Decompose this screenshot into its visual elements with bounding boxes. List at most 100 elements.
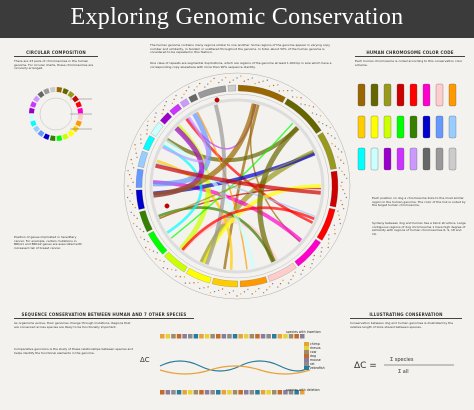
sequence-block bbox=[249, 390, 255, 395]
track-dot bbox=[155, 112, 157, 114]
track-dot bbox=[132, 167, 135, 169]
sequence-block bbox=[283, 390, 288, 395]
track-dot bbox=[224, 76, 227, 79]
track-dot bbox=[140, 142, 142, 144]
sequence-block bbox=[204, 390, 210, 395]
track-dot bbox=[277, 286, 279, 288]
track-dot bbox=[193, 282, 195, 284]
track-dot bbox=[340, 199, 342, 202]
chromosome-segment bbox=[239, 276, 268, 288]
track-dot bbox=[224, 293, 227, 296]
species-swatch bbox=[304, 346, 309, 350]
chromosome-segment bbox=[227, 84, 236, 92]
track-dot bbox=[243, 80, 246, 82]
track-dot bbox=[154, 116, 156, 118]
species-name: cow bbox=[310, 350, 317, 354]
track-dot bbox=[329, 127, 331, 129]
small-ring-segment bbox=[29, 114, 35, 121]
species-name: dog bbox=[310, 354, 316, 358]
species-legend-item: chimp bbox=[304, 342, 325, 346]
cancer-gene-marker bbox=[164, 203, 170, 209]
track-dot bbox=[171, 268, 173, 271]
track-dot bbox=[156, 252, 159, 254]
track-dot bbox=[338, 167, 341, 169]
sequence-block bbox=[182, 334, 187, 339]
track-dot bbox=[188, 86, 190, 88]
track-dot bbox=[343, 174, 346, 176]
track-dot bbox=[179, 276, 181, 278]
synteny-link bbox=[159, 151, 315, 220]
small-ring-diagram bbox=[29, 87, 92, 141]
track-dot bbox=[338, 214, 340, 216]
track-dot bbox=[232, 79, 235, 81]
track-dot bbox=[127, 169, 129, 172]
chromosome-swatch bbox=[435, 83, 444, 107]
track-dot bbox=[340, 159, 342, 161]
chromosome-color-code-heading: HUMAN CHROMOSOME COLOR CODE bbox=[355, 50, 465, 57]
sequence-block bbox=[266, 334, 271, 339]
track-dot bbox=[296, 96, 298, 98]
sequence-block bbox=[165, 390, 171, 395]
track-dot bbox=[247, 288, 249, 291]
sequence-block bbox=[300, 334, 305, 339]
track-dot bbox=[130, 211, 132, 214]
species-swatch bbox=[304, 366, 309, 370]
track-dot bbox=[271, 283, 274, 285]
sequence-block bbox=[238, 334, 243, 339]
track-dot bbox=[266, 79, 269, 81]
small-ring-segment bbox=[77, 107, 83, 114]
track-dot bbox=[171, 102, 174, 104]
track-dot bbox=[320, 251, 323, 253]
track-dot bbox=[162, 267, 165, 269]
track-dot bbox=[134, 206, 136, 209]
track-dot bbox=[334, 228, 336, 231]
track-dot bbox=[341, 181, 343, 184]
species-swatch bbox=[304, 358, 309, 362]
synteny-link bbox=[161, 116, 210, 163]
color-code-text: Each human chromosome is coded according… bbox=[355, 59, 463, 67]
chromosome-segment bbox=[164, 251, 188, 273]
chromosome-swatch bbox=[422, 147, 431, 171]
track-dot bbox=[140, 134, 142, 136]
track-dot bbox=[321, 247, 323, 249]
track-dot bbox=[243, 291, 246, 293]
species-swatch bbox=[304, 362, 309, 366]
sequence-block bbox=[199, 390, 204, 395]
track-dot bbox=[134, 144, 136, 146]
track-dot bbox=[315, 113, 318, 116]
track-dot bbox=[207, 286, 209, 288]
small-ring-segment bbox=[49, 87, 56, 93]
track-dot bbox=[240, 293, 242, 295]
track-dot bbox=[145, 246, 147, 249]
track-dot bbox=[148, 248, 151, 251]
track-dot bbox=[131, 163, 134, 165]
sequence-block bbox=[272, 334, 277, 339]
track-dot bbox=[319, 115, 322, 117]
track-dot bbox=[236, 77, 238, 79]
chromosome-segment bbox=[139, 210, 153, 233]
sequence-block bbox=[238, 390, 243, 395]
synteny-link bbox=[204, 104, 227, 266]
track-dot bbox=[221, 288, 224, 290]
track-dot bbox=[131, 192, 133, 195]
track-dot bbox=[140, 236, 142, 238]
track-dot bbox=[163, 260, 165, 263]
track-dot bbox=[334, 233, 336, 235]
synteny-text: Synteny between dog and human has a bloc… bbox=[372, 221, 466, 236]
circos-plot bbox=[123, 72, 351, 300]
track-dot bbox=[203, 287, 205, 289]
circular-intro-text: There are 23 pairs of chromosomes in the… bbox=[14, 59, 94, 71]
track-dot bbox=[318, 121, 320, 123]
small-ring-segment bbox=[49, 135, 56, 141]
sequence-block bbox=[277, 334, 283, 339]
sequence-block bbox=[221, 390, 227, 395]
synteny-link bbox=[155, 163, 321, 195]
track-dot bbox=[328, 238, 330, 240]
track-dot bbox=[254, 290, 257, 293]
track-dot bbox=[136, 217, 138, 220]
track-dot bbox=[143, 238, 146, 241]
chromosome-segment bbox=[135, 189, 145, 210]
track-dot bbox=[183, 93, 185, 95]
chromosome-segment bbox=[143, 135, 155, 152]
small-ring-segment bbox=[29, 107, 35, 114]
